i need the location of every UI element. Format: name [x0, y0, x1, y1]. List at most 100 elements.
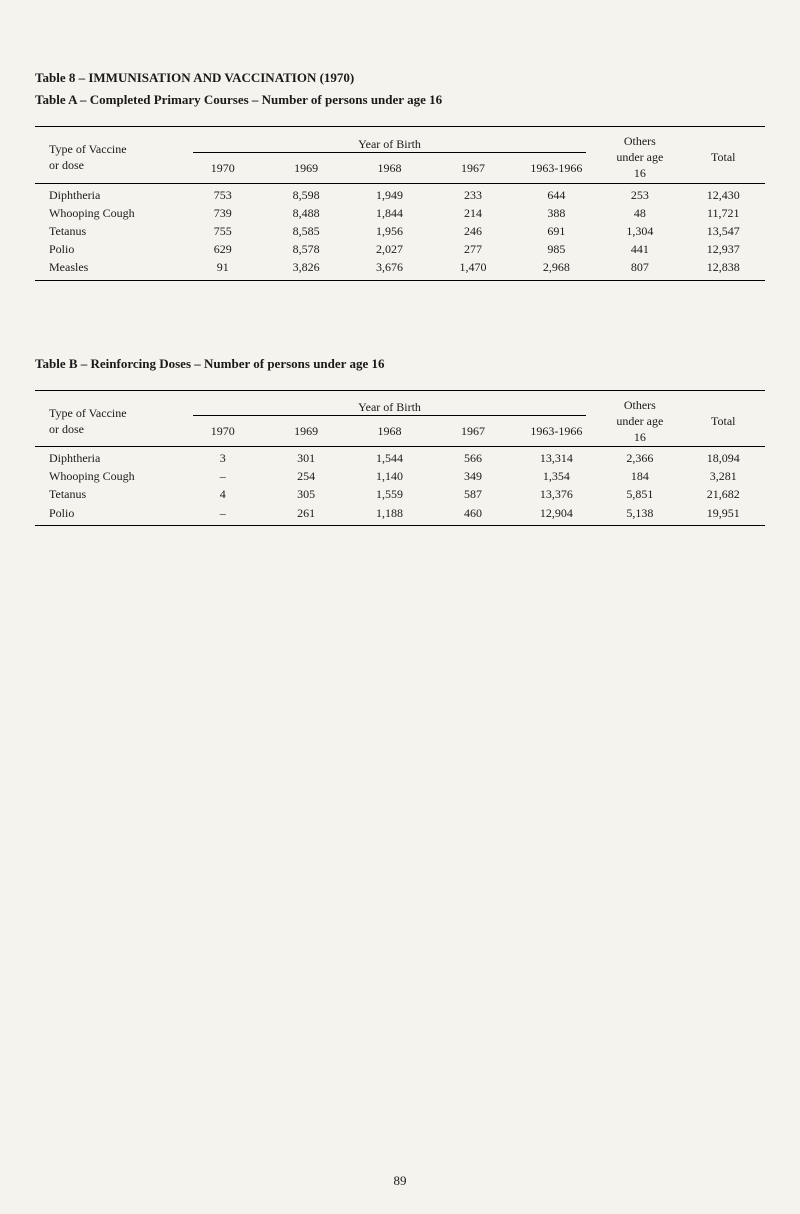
- row-label: Polio: [35, 504, 181, 526]
- table-row: Tetanus43051,55958713,3765,85121,682: [35, 485, 765, 503]
- table-b-block: Table B – Reinforcing Doses – Number of …: [35, 356, 765, 526]
- table-b-subtitle: Table B – Reinforcing Doses – Number of …: [35, 356, 765, 372]
- table-row: Whooping Cough–2541,1403491,3541843,281: [35, 467, 765, 485]
- col-header-1968: 1968: [348, 420, 431, 446]
- col-header-others-l1: Others: [624, 398, 656, 412]
- col-header-vaccine-l1: Type of Vaccine: [49, 406, 127, 420]
- cell-1968: 1,844: [348, 204, 431, 222]
- cell-1963-1966: 691: [515, 222, 598, 240]
- row-label: Tetanus: [35, 222, 181, 240]
- col-header-1963-1966: 1963-1966: [515, 420, 598, 446]
- cell-others: 184: [598, 467, 681, 485]
- table-b-body: Diphtheria33011,54456613,3142,36618,094W…: [35, 447, 765, 526]
- col-header-total: Total: [682, 390, 765, 447]
- col-header-others-l1: Others: [624, 134, 656, 148]
- cell-1968: 1,544: [348, 447, 431, 468]
- row-label: Measles: [35, 258, 181, 280]
- cell-total: 13,547: [682, 222, 765, 240]
- cell-1968: 1,949: [348, 183, 431, 204]
- cell-others: 441: [598, 240, 681, 258]
- col-header-vaccine: Type of Vaccine or dose: [35, 390, 181, 447]
- table-row: Polio6298,5782,02727798544112,937: [35, 240, 765, 258]
- col-header-others-l3: 16: [634, 166, 646, 180]
- col-header-1968: 1968: [348, 157, 431, 183]
- cell-1968: 1,188: [348, 504, 431, 526]
- col-header-yob-spanner: Year of Birth: [181, 127, 598, 157]
- cell-1967: 1,470: [431, 258, 514, 280]
- cell-total: 12,430: [682, 183, 765, 204]
- col-header-others: Others under age 16: [598, 127, 681, 184]
- cell-1963-1966: 13,376: [515, 485, 598, 503]
- row-label: Whooping Cough: [35, 204, 181, 222]
- cell-1968: 3,676: [348, 258, 431, 280]
- cell-1968: 2,027: [348, 240, 431, 258]
- cell-1969: 254: [264, 467, 347, 485]
- cell-total: 3,281: [682, 467, 765, 485]
- cell-1963-1966: 644: [515, 183, 598, 204]
- col-header-1969: 1969: [264, 157, 347, 183]
- row-label: Whooping Cough: [35, 467, 181, 485]
- cell-1970: 91: [181, 258, 264, 280]
- table-a-body: Diphtheria7538,5981,94923364425312,430Wh…: [35, 183, 765, 280]
- cell-1969: 305: [264, 485, 347, 503]
- table-row: Polio–2611,18846012,9045,13819,951: [35, 504, 765, 526]
- cell-1967: 460: [431, 504, 514, 526]
- col-header-vaccine-l2: or dose: [49, 158, 84, 172]
- cell-1969: 8,488: [264, 204, 347, 222]
- cell-total: 11,721: [682, 204, 765, 222]
- cell-1967: 349: [431, 467, 514, 485]
- table-a-block: Table A – Completed Primary Courses – Nu…: [35, 92, 765, 281]
- cell-others: 2,366: [598, 447, 681, 468]
- col-header-vaccine-l1: Type of Vaccine: [49, 142, 127, 156]
- cell-1963-1966: 2,968: [515, 258, 598, 280]
- cell-1970: 4: [181, 485, 264, 503]
- cell-1969: 8,598: [264, 183, 347, 204]
- table-row: Whooping Cough7398,4881,8442143884811,72…: [35, 204, 765, 222]
- page-number: 89: [0, 1173, 800, 1189]
- row-label: Polio: [35, 240, 181, 258]
- col-header-yob-spanner: Year of Birth: [181, 390, 598, 420]
- col-header-1969: 1969: [264, 420, 347, 446]
- cell-1970: –: [181, 504, 264, 526]
- cell-1968: 1,140: [348, 467, 431, 485]
- col-header-1967: 1967: [431, 420, 514, 446]
- cell-1967: 233: [431, 183, 514, 204]
- cell-1970: 755: [181, 222, 264, 240]
- cell-1968: 1,956: [348, 222, 431, 240]
- cell-1968: 1,559: [348, 485, 431, 503]
- col-header-1963-1966: 1963-1966: [515, 157, 598, 183]
- col-header-yob-text: Year of Birth: [185, 136, 594, 152]
- cell-1963-1966: 388: [515, 204, 598, 222]
- cell-total: 18,094: [682, 447, 765, 468]
- col-header-vaccine-l2: or dose: [49, 422, 84, 436]
- cell-others: 48: [598, 204, 681, 222]
- cell-others: 5,851: [598, 485, 681, 503]
- cell-1970: –: [181, 467, 264, 485]
- row-label: Tetanus: [35, 485, 181, 503]
- cell-total: 19,951: [682, 504, 765, 526]
- table-row: Diphtheria33011,54456613,3142,36618,094: [35, 447, 765, 468]
- cell-total: 21,682: [682, 485, 765, 503]
- col-header-others-l3: 16: [634, 430, 646, 444]
- col-header-others-l2: under age: [616, 150, 663, 164]
- cell-others: 1,304: [598, 222, 681, 240]
- row-label: Diphtheria: [35, 183, 181, 204]
- cell-1967: 587: [431, 485, 514, 503]
- cell-1969: 8,585: [264, 222, 347, 240]
- cell-1970: 3: [181, 447, 264, 468]
- col-header-1970: 1970: [181, 420, 264, 446]
- cell-1970: 739: [181, 204, 264, 222]
- cell-1963-1966: 1,354: [515, 467, 598, 485]
- table-row: Tetanus7558,5851,9562466911,30413,547: [35, 222, 765, 240]
- cell-1963-1966: 13,314: [515, 447, 598, 468]
- cell-1963-1966: 985: [515, 240, 598, 258]
- cell-total: 12,838: [682, 258, 765, 280]
- col-header-others: Others under age 16: [598, 390, 681, 447]
- col-header-vaccine: Type of Vaccine or dose: [35, 127, 181, 184]
- cell-1969: 261: [264, 504, 347, 526]
- table-a-subtitle: Table A – Completed Primary Courses – Nu…: [35, 92, 765, 108]
- cell-1963-1966: 12,904: [515, 504, 598, 526]
- table-row: Diphtheria7538,5981,94923364425312,430: [35, 183, 765, 204]
- cell-1967: 277: [431, 240, 514, 258]
- col-header-others-l2: under age: [616, 414, 663, 428]
